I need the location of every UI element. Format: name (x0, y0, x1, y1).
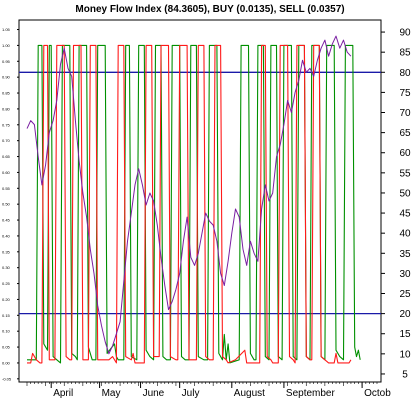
left-tick-label: 0.35 (2, 249, 11, 254)
left-tick-label: 0.05 (2, 345, 11, 350)
right-tick-label: 90 (399, 28, 411, 39)
left-tick-label: 0.55 (2, 186, 11, 191)
right-tick-label: 55 (399, 168, 411, 179)
left-tick-label: 0.10 (2, 329, 11, 334)
left-tick-label: 0.75 (2, 122, 11, 127)
left-tick-label: 0.45 (2, 218, 11, 223)
left-tick-label: 0.00 (2, 360, 11, 365)
left-tick-label: 0.15 (2, 313, 11, 318)
x-tick-label: May (102, 388, 121, 399)
right-tick-label: 65 (399, 128, 411, 139)
x-tick-label: June (143, 388, 165, 399)
left-tick-label: 0.90 (2, 75, 11, 80)
right-tick-label: 80 (399, 68, 411, 79)
x-tick-label: April (53, 388, 73, 399)
left-tick-label: 1.00 (2, 43, 11, 48)
series-layer (26, 35, 361, 364)
left-tick-label: 0.40 (2, 233, 11, 238)
right-tick-label: 10 (399, 349, 411, 360)
right-tick-label: 85 (399, 48, 411, 59)
left-tick-label: -0.05 (2, 376, 12, 381)
left-tick-label: 0.85 (2, 91, 11, 96)
left-tick-label: 0.95 (2, 59, 11, 64)
left-tick-label: 0.20 (2, 297, 11, 302)
right-tick-label: 45 (399, 209, 411, 220)
right-tick-label: 25 (399, 289, 411, 300)
left-tick-label: 0.25 (2, 281, 11, 286)
left-tick-label: 0.70 (2, 138, 11, 143)
right-tick-label: 35 (399, 249, 411, 260)
right-tick-label: 50 (399, 188, 411, 199)
x-tick-label: Octob (364, 388, 391, 399)
left-tick-label: 0.80 (2, 106, 11, 111)
x-tick-label: August (234, 388, 265, 399)
right-tick-label: 15 (399, 329, 411, 340)
left-tick-label: 0.30 (2, 265, 11, 270)
left-axis: 1.05 1.00 0.95 0.90 0.85 0.80 0.75 0.70 0.65 0.60… (2, 27, 19, 381)
x-axis: April May June July August September Octob (26, 382, 391, 399)
right-tick-label: 40 (399, 229, 411, 240)
right-tick-label: 75 (399, 88, 411, 99)
left-tick-label: 0.65 (2, 154, 11, 159)
right-tick-label: 5 (402, 369, 408, 380)
mfi-line (26, 35, 352, 355)
right-tick-label: 60 (399, 148, 411, 159)
x-tick-label: September (286, 388, 336, 399)
left-tick-label: 0.60 (2, 170, 11, 175)
sell-signal-line (27, 44, 352, 364)
x-tick-label: July (182, 388, 200, 399)
right-tick-label: 30 (399, 269, 411, 280)
right-tick-label: 20 (399, 309, 411, 320)
right-tick-label: 70 (399, 108, 411, 119)
right-axis: 90 85 80 75 70 65 60 55 50 45 40 35 30 25 20 15 10 5 (381, 28, 411, 380)
chart-title: Money Flow Index (84.3605), BUY (0.0135)… (75, 4, 344, 15)
left-tick-label: 0.50 (2, 202, 11, 207)
left-tick-label: 1.05 (2, 27, 11, 32)
